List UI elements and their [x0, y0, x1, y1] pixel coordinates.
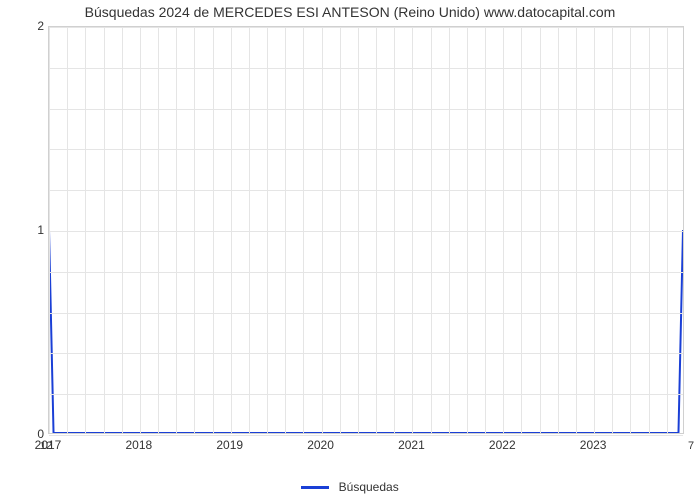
gridline-v-minor — [630, 27, 631, 433]
gridline-v — [49, 27, 50, 433]
chart-title: Búsquedas 2024 de MERCEDES ESI ANTESON (… — [0, 4, 700, 20]
gridline-v — [594, 27, 595, 433]
gridline-h-minor — [49, 68, 683, 69]
gridline-v-minor — [267, 27, 268, 433]
gridline-v-minor — [431, 27, 432, 433]
gridline-v-minor — [85, 27, 86, 433]
annotation: 7 — [688, 440, 694, 452]
gridline-v-minor — [649, 27, 650, 433]
gridline-v-minor — [158, 27, 159, 433]
gridline-v — [503, 27, 504, 433]
gridline-h-minor — [49, 149, 683, 150]
gridline-v-minor — [340, 27, 341, 433]
gridline-v-minor — [558, 27, 559, 433]
gridline-v — [231, 27, 232, 433]
gridline-v — [140, 27, 141, 433]
gridline-h-minor — [49, 313, 683, 314]
gridline-v-minor — [303, 27, 304, 433]
gridline-v-minor — [122, 27, 123, 433]
gridline-v-minor — [104, 27, 105, 433]
gridline-h-minor — [49, 394, 683, 395]
gridline-v-minor — [67, 27, 68, 433]
gridline-v-minor — [213, 27, 214, 433]
gridline-v-minor — [358, 27, 359, 433]
gridline-v-minor — [194, 27, 195, 433]
x-tick-label: 2021 — [398, 438, 425, 452]
y-tick-label: 1 — [4, 223, 44, 237]
gridline-h-minor — [49, 109, 683, 110]
chart-container: Búsquedas 2024 de MERCEDES ESI ANTESON (… — [0, 0, 700, 500]
gridline-v-minor — [249, 27, 250, 433]
y-tick-label: 2 — [4, 19, 44, 33]
gridline-v — [322, 27, 323, 433]
gridline-v-minor — [485, 27, 486, 433]
gridline-v-minor — [612, 27, 613, 433]
gridline-v-minor — [449, 27, 450, 433]
x-tick-label: 2020 — [307, 438, 334, 452]
annotation: 12 — [40, 440, 52, 452]
gridline-v-minor — [540, 27, 541, 433]
gridline-v-minor — [521, 27, 522, 433]
gridline-h — [49, 27, 683, 28]
x-tick-label: 2018 — [125, 438, 152, 452]
gridline-v-minor — [285, 27, 286, 433]
gridline-h-minor — [49, 272, 683, 273]
legend-swatch — [301, 486, 329, 489]
legend: Búsquedas — [0, 479, 700, 494]
gridline-h — [49, 231, 683, 232]
gridline-v — [412, 27, 413, 433]
gridline-v-minor — [467, 27, 468, 433]
legend-label: Búsquedas — [339, 480, 399, 494]
x-tick-label: 2019 — [216, 438, 243, 452]
gridline-h — [49, 435, 683, 436]
gridline-v-minor — [176, 27, 177, 433]
plot-area — [48, 26, 684, 434]
gridline-v-minor — [376, 27, 377, 433]
gridline-v-minor — [394, 27, 395, 433]
gridline-h-minor — [49, 353, 683, 354]
gridline-v-minor — [667, 27, 668, 433]
x-tick-label: 2022 — [489, 438, 516, 452]
line-series — [49, 27, 683, 433]
gridline-h-minor — [49, 190, 683, 191]
gridline-v-minor — [576, 27, 577, 433]
x-tick-label: 2023 — [580, 438, 607, 452]
